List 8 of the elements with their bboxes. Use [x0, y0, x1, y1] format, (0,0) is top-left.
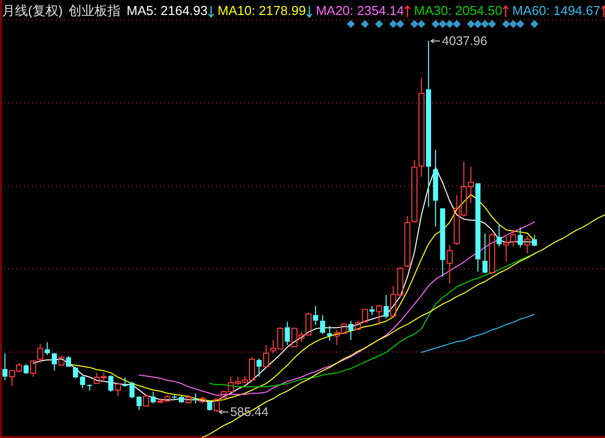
chart-subtitle: 创业板指 — [68, 3, 121, 18]
annotation: 4037.96 — [442, 34, 488, 48]
text: MA60: 1494.67 — [512, 3, 600, 18]
text: MA10: 2178.99 — [218, 3, 306, 18]
text: MA30: 2054.50 — [414, 3, 502, 18]
text: MA5: 2164.93 — [126, 3, 208, 18]
chart-title: 月线(复权) — [2, 3, 63, 18]
text: MA20: 2354.14 — [316, 3, 404, 18]
